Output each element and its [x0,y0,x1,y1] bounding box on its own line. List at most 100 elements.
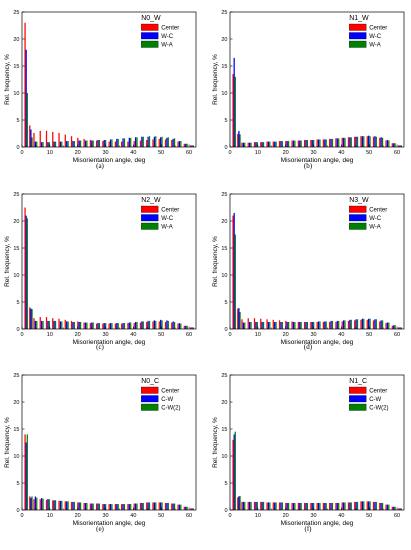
bar [385,140,387,147]
bar [341,502,343,510]
bar [77,321,79,329]
y-tick-label: 25 [221,373,227,379]
bar [152,321,154,329]
bar [152,502,154,510]
bar [350,319,352,329]
bar [173,138,176,147]
bar [177,141,179,147]
bar [123,504,126,510]
bar [369,136,371,147]
bar [280,141,282,147]
bar [61,500,63,510]
x-tick-label: 10 [255,332,261,338]
bar [102,141,104,147]
bar [250,142,252,147]
bar-peak-w-c [233,212,235,329]
bar [54,500,57,510]
bar [39,130,41,147]
bar [105,504,107,510]
bar [67,141,69,147]
bar [341,137,343,147]
bar [400,508,402,510]
x-tick-label: 50 [158,332,164,338]
bar [361,318,364,329]
bar [148,136,151,147]
bar [286,502,288,510]
bar [191,327,193,329]
bar [360,136,362,147]
bar [130,322,132,329]
bar [78,140,80,147]
bar [303,321,306,329]
bar [114,323,117,329]
bar [146,502,148,510]
bar [183,506,185,510]
bar [160,137,162,147]
bar [338,502,340,510]
legend-label: Center [161,389,179,395]
bar [331,320,334,329]
bar [262,501,265,510]
y-tick-label: 5 [224,118,227,124]
bar [183,325,185,329]
bar [286,321,288,329]
x-tick-label: 60 [394,332,400,338]
bar [52,131,54,147]
x-axis-label: Misorientation angle, deg [73,157,146,164]
bar [253,501,256,510]
bar [53,141,55,147]
bar [322,139,325,147]
bar [278,502,281,510]
bar [127,141,129,147]
bar [274,502,276,510]
bar [297,321,299,329]
legend-label: Center [369,389,387,395]
bar [171,503,173,510]
bar-secondary-c-w(2) [239,495,241,510]
y-tick-label: 5 [16,481,19,487]
x-tick-label: 50 [158,150,164,156]
bar [261,321,263,329]
bar [275,141,277,147]
bar [160,502,162,510]
bar [375,136,377,147]
bar [255,142,257,147]
bar [399,508,401,510]
bar [336,320,338,329]
legend-swatch-w-c [349,214,367,222]
legend-swatch-w-a [141,40,159,48]
bar [388,504,390,510]
bar [42,320,44,329]
bar [73,141,75,147]
x-axis-label: Misorientation angle, deg [281,520,354,527]
bar [128,504,130,510]
bar [372,136,375,147]
bar-secondary-center [237,308,239,329]
y-tick-label: 25 [13,373,19,379]
legend-swatch-center [349,23,367,31]
legend-label: Center [369,208,387,214]
bar [155,502,157,510]
bar [368,318,370,329]
bar [155,136,157,147]
bars [24,22,194,147]
bar [116,138,118,147]
bar [272,141,274,147]
bar [147,320,149,329]
bar [36,320,38,329]
bar [356,136,359,147]
bar [77,137,79,147]
y-tick-label: 25 [13,192,19,198]
bar [173,503,176,510]
bar [59,141,62,147]
y-tick-label: 0 [224,145,227,151]
bar [292,502,295,510]
bar [380,320,382,329]
bar [83,502,85,510]
bar [64,319,66,329]
bar [164,139,167,147]
bar [287,321,290,329]
legend-swatch-w-c [141,32,159,40]
bar [250,321,252,329]
